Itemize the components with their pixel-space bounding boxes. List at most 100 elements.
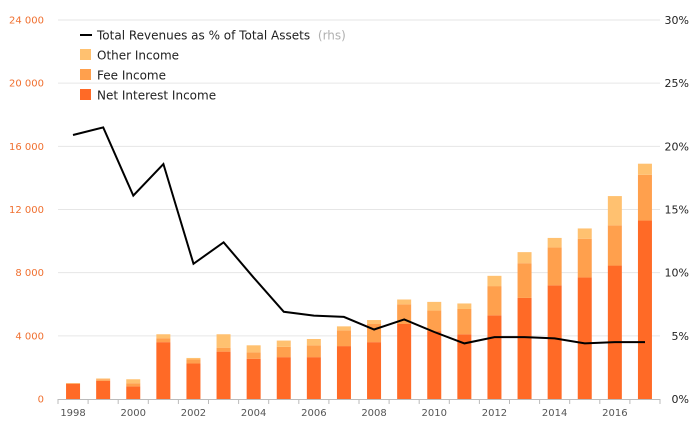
x-tick-label-2004: 2004 (241, 408, 266, 419)
y-left-tick-0: 0 (38, 395, 44, 406)
bar-other-income-2009 (397, 299, 412, 305)
bar-net-interest-income-2000 (126, 386, 141, 399)
y-right-tick-5: 25% (665, 77, 689, 90)
x-axis: 1998 2000 2002 2004 2006 2008 2010 2012 2014 2016 (57, 399, 661, 419)
bar-other-income-2015 (577, 228, 592, 239)
bar-other-income-2008 (367, 320, 382, 324)
bar-net-interest-income-2015 (577, 277, 592, 399)
bar-other-income-2010 (427, 301, 442, 311)
legend: Total Revenues as % of Total Assets (rhs… (80, 29, 346, 103)
y-right-tick-2: 10% (665, 267, 689, 280)
bar-fee-income-2012 (487, 286, 502, 316)
bar-fee-income-2011 (457, 308, 472, 335)
y-left-tick-5: 20 000 (9, 79, 44, 90)
bar-other-income-2003 (216, 334, 231, 348)
bar-net-interest-income-2004 (246, 358, 261, 399)
bar-fee-income-2006 (306, 345, 321, 358)
bar-net-interest-income-2011 (457, 334, 472, 399)
bar-other-income-2004 (246, 345, 261, 353)
y-right-tick-6: 30% (665, 14, 689, 27)
bar-fee-income-1998 (66, 383, 81, 384)
y-right-tick-1: 5% (672, 330, 689, 343)
y-right-tick-3: 15% (665, 204, 689, 217)
bar-net-interest-income-2012 (487, 315, 502, 399)
bar-net-interest-income-2005 (276, 357, 291, 399)
bar-fee-income-2004 (246, 352, 261, 359)
bar-fee-income-2005 (276, 346, 291, 358)
bar-net-interest-income-2001 (156, 342, 171, 399)
svg-text:Total Revenues as % of Total A: Total Revenues as % of Total Assets (rhs… (96, 29, 346, 43)
bar-other-income-2017 (637, 163, 652, 175)
x-tick-label-2008: 2008 (361, 408, 386, 419)
x-tick-label-2014: 2014 (542, 408, 567, 419)
bar-other-income-2012 (487, 275, 502, 287)
bar-fee-income-2001 (156, 338, 171, 343)
y-right-tick-0: 0% (672, 393, 689, 406)
left-axis: 0 4 000 8 000 12 000 16 000 20 000 24 000 (9, 16, 44, 406)
bar-net-interest-income-2003 (216, 351, 231, 399)
x-tick-label-2002: 2002 (181, 408, 206, 419)
bar-fee-income-2013 (517, 263, 532, 298)
bar-other-income-2001 (156, 334, 171, 339)
bar-fee-income-2003 (216, 347, 231, 352)
revenue-ratio-line (72, 126, 645, 345)
bar-fee-income-2002 (186, 359, 201, 364)
bar-other-income-2016 (607, 196, 622, 226)
bar-net-interest-income-2009 (397, 323, 412, 399)
legend-swatch-fee-income (80, 69, 91, 80)
y-left-tick-1: 4 000 (15, 331, 44, 342)
legend-swatch-net-interest-income (80, 89, 91, 100)
bar-fee-income-1999 (96, 379, 111, 381)
right-axis: 0% 5% 10% 15% 20% 25% 30% (665, 14, 689, 406)
bar-other-income-2014 (547, 237, 562, 248)
bar-fee-income-2010 (427, 310, 442, 332)
bar-net-interest-income-1999 (96, 380, 111, 399)
bar-net-interest-income-2016 (607, 265, 622, 399)
y-left-tick-6: 24 000 (9, 16, 44, 27)
bar-fee-income-2009 (397, 304, 412, 324)
grid-lines (58, 19, 660, 337)
legend-label-line: Total Revenues as % of Total Assets (96, 29, 310, 43)
y-right-tick-4: 20% (665, 140, 689, 153)
bar-fee-income-2014 (547, 247, 562, 286)
legend-label-other-income: Other Income (97, 49, 179, 63)
legend-label-fee-income: Fee Income (97, 69, 166, 83)
legend-swatch-other-income (80, 49, 91, 60)
bar-other-income-1999 (96, 378, 111, 380)
bar-net-interest-income-2008 (367, 342, 382, 399)
bar-other-income-2007 (336, 326, 351, 331)
bar-net-interest-income-2014 (547, 285, 562, 399)
x-tick-label-2012: 2012 (482, 408, 507, 419)
bar-net-interest-income-1998 (66, 383, 81, 399)
bar-other-income-2002 (186, 357, 201, 360)
y-left-tick-3: 12 000 (9, 205, 44, 216)
bar-net-interest-income-2007 (336, 346, 351, 399)
line-total-revenues-pct (72, 126, 645, 345)
bar-other-income-2013 (517, 252, 532, 264)
bar-fee-income-2016 (607, 225, 622, 266)
bar-other-income-2011 (457, 303, 472, 309)
legend-label-line-suffix: (rhs) (318, 29, 346, 43)
bar-net-interest-income-2002 (186, 363, 201, 399)
bar-net-interest-income-2013 (517, 297, 532, 399)
x-tick-label-2000: 2000 (121, 408, 146, 419)
y-left-tick-4: 16 000 (9, 142, 44, 153)
bar-fee-income-2017 (637, 174, 652, 221)
bar-fee-income-2007 (336, 330, 351, 347)
legend-label-net-interest-income: Net Interest Income (97, 89, 216, 103)
bar-other-income-2005 (276, 340, 291, 347)
bar-fee-income-2000 (126, 383, 141, 387)
x-tick-label-1998: 1998 (60, 408, 85, 419)
bar-fee-income-2015 (577, 238, 592, 278)
bar-net-interest-income-2010 (427, 331, 442, 399)
bar-other-income-2000 (126, 379, 141, 384)
bar-net-interest-income-2017 (637, 220, 652, 399)
x-tick-label-2006: 2006 (301, 408, 326, 419)
bar-other-income-2006 (306, 338, 321, 346)
bars (66, 163, 652, 399)
x-tick-label-2010: 2010 (422, 408, 447, 419)
y-left-tick-2: 8 000 (15, 268, 44, 279)
x-tick-label-2016: 2016 (602, 408, 627, 419)
bar-net-interest-income-2006 (306, 357, 321, 399)
